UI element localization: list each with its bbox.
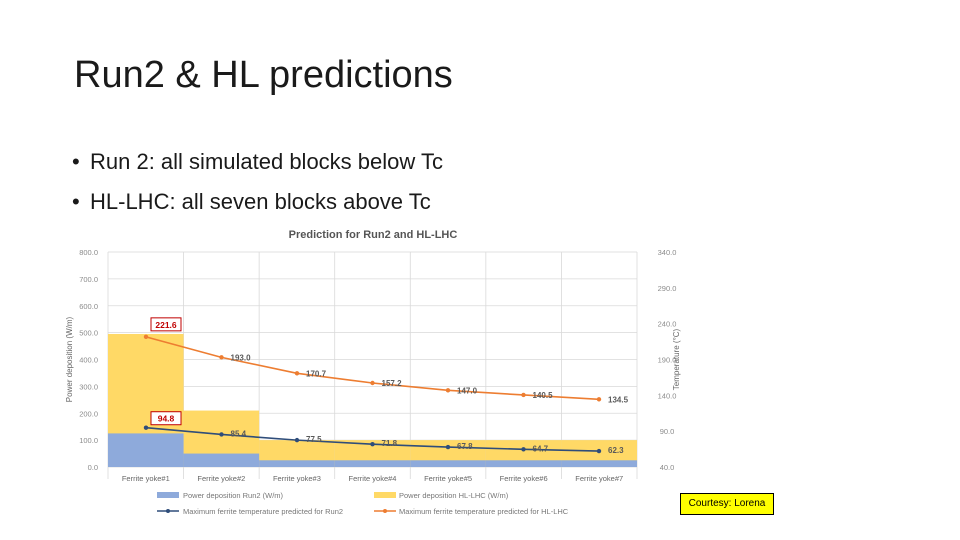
data-point (294, 371, 300, 376)
data-point (445, 388, 451, 393)
legend-label: Power deposition Run2 (W/m) (183, 491, 284, 500)
y2-tick-label: 140.0 (658, 391, 677, 400)
data-label: 157.2 (382, 379, 403, 388)
data-point (294, 437, 300, 443)
data-label: 147.0 (457, 386, 478, 395)
legend-swatch (157, 492, 179, 498)
slide-title: Run2 & HL predictions (74, 54, 453, 96)
data-point (219, 355, 224, 360)
y-tick-label: 800.0 (79, 248, 98, 257)
y2-axis-title: Temperature (°C) (672, 328, 681, 390)
y2-tick-label: 40.0 (660, 463, 675, 472)
y2-tick-label: 240.0 (658, 320, 677, 329)
category-label: Ferrite yoke#5 (424, 474, 472, 483)
y-tick-label: 100.0 (79, 436, 98, 445)
bar (259, 460, 335, 467)
chart-title: Prediction for Run2 and HL-LHC (289, 229, 458, 241)
data-point (445, 444, 451, 450)
bar (108, 433, 184, 467)
data-point (370, 380, 375, 386)
data-point (596, 397, 602, 402)
y-tick-label: 300.0 (79, 382, 98, 391)
legend-label: Power deposition HL-LHC (W/m) (399, 491, 509, 500)
legend-label: Maximum ferrite temperature predicted fo… (183, 507, 343, 516)
y2-tick-label: 190.0 (658, 356, 677, 365)
category-label: Ferrite yoke#1 (122, 474, 170, 483)
bullet-item: • HL-LHC: all seven blocks above Tc (72, 186, 443, 226)
y2-tick-label: 90.0 (660, 427, 675, 436)
data-point (143, 425, 149, 430)
category-label: Ferrite yoke#6 (500, 474, 548, 483)
bar (334, 460, 411, 467)
y-tick-label: 200.0 (79, 409, 98, 418)
category-label: Ferrite yoke#3 (273, 474, 321, 483)
bullet-dot: • (72, 149, 80, 174)
data-label: 94.8 (158, 414, 175, 424)
data-label: 64.7 (533, 444, 549, 453)
legend-label: Maximum ferrite temperature predicted fo… (399, 507, 569, 516)
data-point (521, 392, 526, 398)
data-point (596, 448, 602, 454)
bullet-item: • Run 2: all simulated blocks below Tc (72, 146, 443, 186)
bar (485, 460, 562, 467)
data-point (143, 334, 149, 340)
bullet-text: Run 2: all simulated blocks below Tc (90, 149, 443, 174)
category-label: Ferrite yoke#4 (349, 474, 397, 483)
y-axis-title: Power deposition (W/m) (65, 316, 74, 402)
data-label: 77.5 (306, 435, 322, 444)
highlight-label-box (150, 411, 182, 426)
data-label: 221.6 (155, 320, 177, 330)
y-tick-label: 600.0 (79, 302, 98, 311)
data-label: 170.7 (306, 369, 327, 378)
series-line (145, 336, 600, 401)
category-label: Ferrite yoke#2 (197, 474, 245, 483)
y2-tick-label: 340.0 (658, 248, 677, 257)
data-point (219, 432, 224, 437)
legend-marker (166, 509, 170, 513)
legend-swatch (374, 492, 396, 498)
data-point (521, 447, 526, 452)
y-tick-label: 700.0 (79, 275, 98, 284)
data-label: 134.5 (608, 395, 629, 404)
data-label: 140.5 (533, 391, 554, 400)
data-label: 193.0 (231, 353, 252, 362)
data-label: 71.8 (382, 439, 398, 448)
bar (561, 460, 637, 467)
y-tick-label: 400.0 (79, 356, 98, 365)
bar (410, 460, 486, 467)
highlight-label-box (150, 317, 182, 332)
legend-marker (383, 509, 387, 513)
data-point (370, 442, 375, 447)
data-label: 67.8 (457, 442, 473, 451)
y-tick-label: 0.0 (88, 463, 98, 472)
category-label: Ferrite yoke#7 (575, 474, 623, 483)
y-tick-label: 500.0 (79, 329, 98, 338)
data-label: 85.4 (231, 429, 247, 438)
courtesy-note: Courtesy: Lorena (680, 493, 774, 515)
y2-tick-label: 290.0 (658, 284, 677, 293)
bar (183, 453, 260, 467)
bullet-list: • Run 2: all simulated blocks below Tc • H… (72, 146, 443, 226)
data-label: 62.3 (608, 446, 624, 455)
bullet-dot: • (72, 189, 80, 214)
bullet-text: HL-LHC: all seven blocks above Tc (90, 189, 431, 214)
